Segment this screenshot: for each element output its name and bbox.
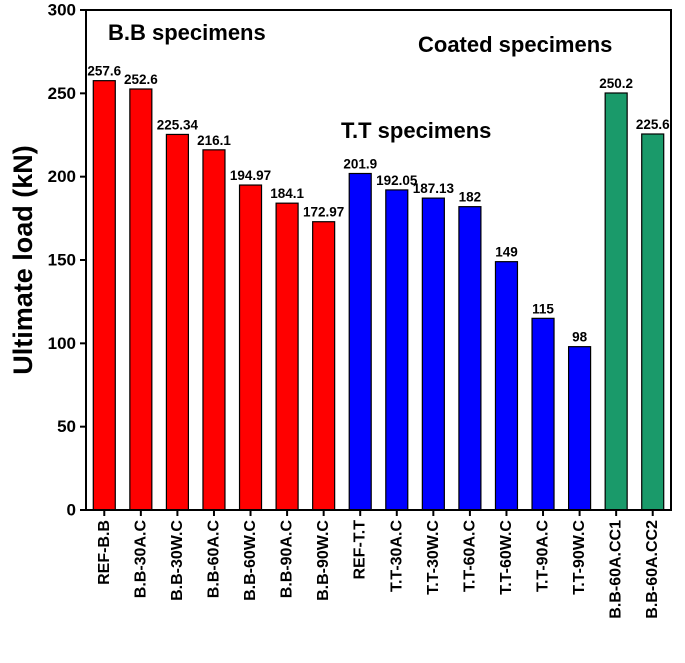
bar-b-b-60a-cc2 xyxy=(641,133,665,511)
category-label: T.T-90W.C xyxy=(571,520,588,595)
value-label: 149 xyxy=(495,245,518,260)
bar-b-b-30a-c xyxy=(129,88,153,511)
value-label: 194.97 xyxy=(230,168,271,183)
category-label: B.B-30W.C xyxy=(169,520,186,601)
y-tick-label: 0 xyxy=(67,501,76,520)
bar-t-t-90w-c xyxy=(567,346,592,511)
category-label: B.B-60A.CC1 xyxy=(608,520,625,619)
annotation-tt-specimens: T.T specimens xyxy=(341,118,491,143)
bar-b-b-60w-c xyxy=(238,184,263,511)
category-label: T.T-60W.C xyxy=(498,520,515,595)
bars-layer xyxy=(92,80,665,511)
category-labels: REF-B.B B.B-30A.C B.B-30W.C B.B-60A.C B.B-60… xyxy=(96,520,661,619)
value-label: 225.6 xyxy=(636,117,670,132)
annotation-bb-specimens: B.B specimens xyxy=(108,20,266,45)
bar-b-b-60a-cc1 xyxy=(604,92,628,511)
value-label: 184.1 xyxy=(270,186,304,201)
value-label: 182 xyxy=(459,190,482,205)
bar-t-t-60a-c xyxy=(458,206,482,511)
value-label: 225.34 xyxy=(157,117,199,132)
category-label: REF-T.T xyxy=(352,520,369,580)
y-tick-label: 300 xyxy=(48,1,76,20)
bar-b-b-60a-c xyxy=(202,149,226,511)
bar-b-b-90a-c xyxy=(275,202,299,511)
value-label: 192.05 xyxy=(376,173,418,188)
category-label: B.B-60A.C xyxy=(205,520,222,599)
value-label: 201.9 xyxy=(343,157,377,172)
value-label: 252.6 xyxy=(124,72,158,87)
category-label: B.B-60A.CC2 xyxy=(644,520,661,619)
value-label: 216.1 xyxy=(197,133,231,148)
y-tick-label: 250 xyxy=(48,84,76,103)
bar-t-t-60w-c xyxy=(494,261,519,511)
bar-b-b-90w-c xyxy=(312,221,336,511)
bar-ref-b-b xyxy=(92,80,116,511)
category-label: T.T-30W.C xyxy=(425,520,442,595)
y-tick-label: 50 xyxy=(57,417,76,436)
value-label: 257.6 xyxy=(87,64,121,79)
category-label: T.T-60A.C xyxy=(461,520,478,592)
value-label: 250.2 xyxy=(599,76,633,91)
category-label: B.B-60W.C xyxy=(242,520,259,601)
bar-t-t-90a-c xyxy=(531,317,555,511)
value-label: 187.13 xyxy=(413,181,455,196)
category-label: REF-B.B xyxy=(96,520,113,585)
y-axis-label: Ultimate load (kN) xyxy=(8,145,38,375)
bar-t-t-30a-c xyxy=(385,189,409,511)
y-tick-label: 100 xyxy=(48,334,76,353)
y-tick-label: 200 xyxy=(48,167,76,186)
y-axis-ticks: 0 50 100 150 200 250 300 xyxy=(48,1,86,520)
category-label: B.B-90W.C xyxy=(315,520,332,601)
value-label: 98 xyxy=(572,330,588,345)
bar-b-b-30w-c xyxy=(165,133,190,511)
bar-ref-t-t xyxy=(348,172,372,511)
category-label: T.T-90A.C xyxy=(535,520,552,592)
annotation-coated-specimens: Coated specimens xyxy=(418,32,612,57)
value-label: 172.97 xyxy=(303,205,344,220)
category-label: T.T-30A.C xyxy=(388,520,405,592)
category-label: B.B-30A.C xyxy=(132,520,149,599)
bar-t-t-30w-c xyxy=(421,197,445,511)
value-label: 115 xyxy=(532,301,554,316)
plot-frame xyxy=(85,9,672,511)
category-label: B.B-90A.C xyxy=(279,520,296,599)
y-tick-label: 150 xyxy=(48,251,76,270)
